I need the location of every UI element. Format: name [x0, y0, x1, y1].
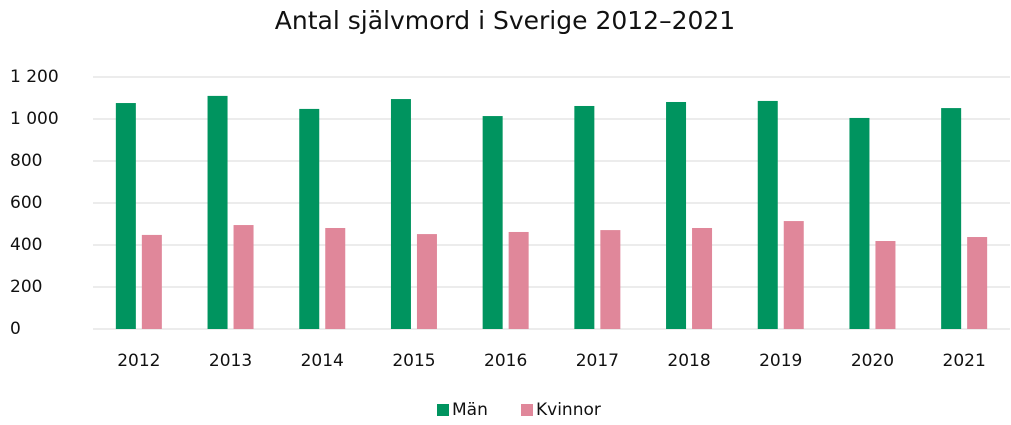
bar	[941, 108, 962, 329]
y-tick-label: 600	[10, 193, 42, 213]
bar	[849, 117, 870, 329]
bar	[325, 227, 346, 329]
x-tick-label: 2014	[301, 351, 344, 371]
bar	[207, 95, 228, 330]
bar	[416, 234, 437, 329]
bar	[233, 225, 254, 329]
bar	[508, 231, 529, 329]
bar	[666, 101, 687, 330]
x-tick-label: 2017	[576, 351, 619, 371]
legend-label: Män	[452, 400, 488, 420]
bar	[967, 237, 988, 329]
legend-swatch	[437, 404, 449, 416]
legend-swatch	[521, 404, 533, 416]
x-tick-label: 2015	[392, 351, 435, 371]
x-tick-label: 2012	[117, 351, 160, 371]
bar	[115, 103, 136, 329]
y-tick-label: 400	[10, 235, 42, 255]
x-tick-label: 2018	[667, 351, 710, 371]
bar	[141, 234, 162, 329]
bar	[390, 99, 411, 329]
bar	[875, 241, 896, 329]
legend-label: Kvinnor	[536, 400, 601, 420]
bar	[757, 100, 778, 329]
x-tick-label: 2019	[759, 351, 802, 371]
bar	[600, 230, 621, 329]
y-tick-label: 200	[10, 277, 42, 297]
x-tick-label: 2016	[484, 351, 527, 371]
bar	[783, 221, 804, 329]
bar	[482, 116, 503, 329]
bar	[574, 105, 595, 329]
bar	[692, 227, 713, 329]
y-tick-label: 0	[10, 319, 21, 339]
x-tick-label: 2020	[851, 351, 894, 371]
bar	[299, 108, 320, 329]
x-tick-label: 2021	[943, 351, 986, 371]
y-tick-label: 800	[10, 151, 42, 171]
y-tick-label: 1 200	[10, 67, 59, 87]
x-tick-label: 2013	[209, 351, 252, 371]
y-tick-label: 1 000	[10, 109, 59, 129]
chart-title: Antal självmord i Sverige 2012–2021	[275, 6, 735, 35]
